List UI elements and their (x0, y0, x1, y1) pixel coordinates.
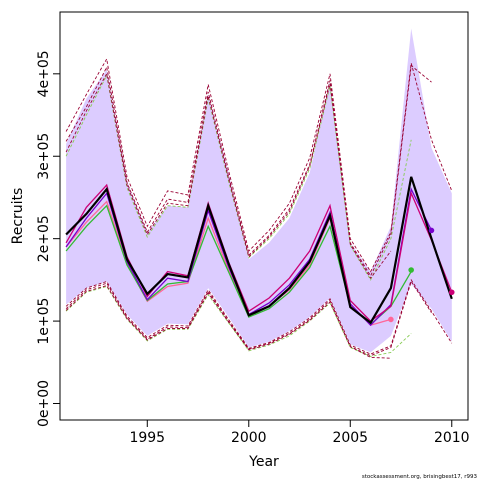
y-axis-title: Recruits (10, 188, 26, 245)
peel-2-upper-ci-line (65, 64, 432, 277)
x-axis: 1995 2000 2005 2010 (129, 419, 470, 446)
peel-1-upper-ci-line (65, 57, 453, 273)
source-footnote: stockassessment.org, brisingbest17, r993 (362, 474, 478, 480)
x-tick-label: 2010 (434, 430, 470, 446)
x-axis-title: Year (248, 454, 279, 470)
y-tick-label: 2e+05 (36, 215, 52, 262)
peel-end-point-4 (388, 316, 394, 323)
final-estimate-line (65, 176, 453, 325)
x-tick-label: 1995 (129, 430, 165, 446)
y-tick-label: 4e+05 (36, 50, 52, 97)
y-tick-label: 1e+05 (36, 298, 52, 345)
end-points-layer (388, 227, 455, 323)
confidence-band (66, 28, 452, 353)
y-tick-label: 3e+05 (36, 133, 52, 180)
peel-ci-lines-layer (65, 57, 453, 359)
peel-end-point-3 (408, 267, 414, 273)
y-tick-label: 0e+00 (36, 380, 52, 427)
x-tick-label: 2000 (231, 430, 267, 446)
peel-end-point-1 (448, 289, 455, 296)
peel-4-lower-ci-line (65, 285, 391, 359)
estimate-lines-layer (65, 176, 453, 327)
confidence-band-layer (66, 28, 452, 353)
peel-1-lower-ci-line (65, 278, 453, 355)
y-axis: 0e+00 1e+05 2e+05 3e+05 4e+05 (36, 50, 61, 427)
x-tick-label: 2005 (332, 430, 368, 446)
peel-end-point-2 (428, 227, 435, 234)
